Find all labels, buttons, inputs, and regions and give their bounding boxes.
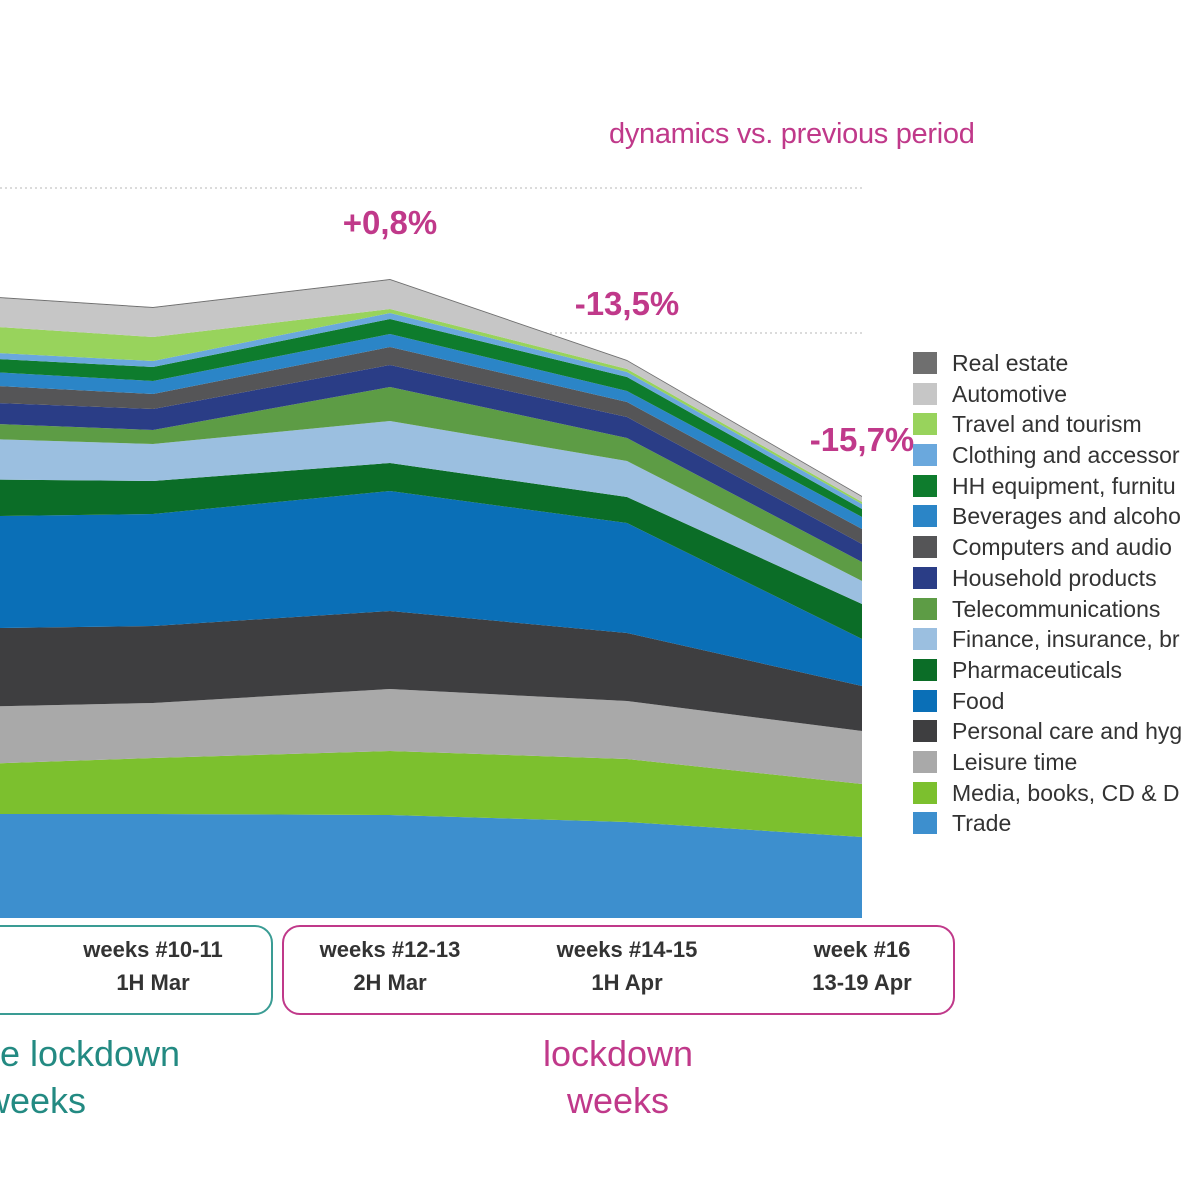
x-tick-label: weeks #12-13 2H Mar: [320, 933, 461, 999]
legend-swatch: [913, 781, 937, 804]
legend-label: Beverages and alcoho: [952, 503, 1181, 530]
legend-swatch: [913, 536, 937, 559]
legend-label: Telecommunications: [952, 595, 1161, 622]
legend-label: Automotive: [952, 380, 1068, 407]
legend-swatch: [913, 689, 937, 712]
x-tick-line1: weeks #10-11: [83, 937, 223, 962]
area-hh-equipment-furnitu: [0, 319, 862, 517]
legend-swatch: [913, 382, 937, 405]
lockdown-label: lockdown weeks: [543, 1030, 693, 1124]
x-tick-line2: 2H Mar: [353, 970, 427, 995]
legend-swatch: [913, 812, 937, 835]
legend-swatch: [913, 720, 937, 743]
legend-swatch: [913, 628, 937, 651]
area-finance-insurance-br: [0, 421, 862, 604]
legend-swatch: [913, 566, 937, 589]
legend-label: Household products: [952, 564, 1157, 591]
legend-label: Real estate: [952, 350, 1069, 376]
legend-swatch: [913, 352, 937, 374]
legend-swatch: [913, 750, 937, 773]
x-tick-label: weeks #10-11 1H Mar: [83, 933, 222, 999]
legend-label: Trade: [952, 810, 1012, 837]
legend-label: Computers and audio: [952, 534, 1172, 561]
area-leisure-time: [0, 689, 862, 784]
area-media-books-cd-d: [0, 751, 862, 837]
legend-swatch: [913, 597, 937, 620]
area-beverages-and-alcoho: [0, 334, 862, 529]
period-label-line2: weeks: [0, 1080, 87, 1121]
area-clothing-and-accessor: [0, 313, 862, 509]
area-telecommunications: [0, 387, 862, 581]
area-trade: [0, 814, 862, 918]
area-personal-care-and-hyg: [0, 611, 862, 731]
legend-swatch: [913, 474, 937, 497]
legend-label: Media, books, CD & D: [952, 779, 1180, 806]
dynamics-label-2: -13,5%: [574, 285, 680, 322]
legend-label: Leisure time: [952, 748, 1078, 775]
x-tick-line1: weeks #14-15: [556, 937, 698, 962]
x-tick-line1: week #16: [813, 937, 911, 962]
legend-swatch: [913, 505, 937, 528]
legend-swatch: [913, 658, 937, 681]
legend-label: Food: [952, 687, 1005, 714]
x-tick-line2: 1H Apr: [591, 970, 663, 995]
chart-subtitle: dynamics vs. previous period: [609, 118, 975, 150]
area-travel-and-tourism: [0, 309, 862, 504]
area-pharmaceuticals: [0, 463, 862, 639]
period-label-line2: weeks: [566, 1080, 670, 1121]
area-food: [0, 491, 862, 686]
area-computers-and-audio: [0, 347, 862, 544]
dynamics-label-3: -15,7%: [809, 421, 915, 458]
x-tick-label: weeks #14-15 1H Apr: [557, 933, 698, 999]
area-household-products: [0, 365, 862, 562]
dynamics-label-1: +0,8%: [342, 204, 438, 241]
legend-swatch: [913, 413, 937, 436]
legend-label: Clothing and accessor: [952, 442, 1180, 469]
legend-label: Pharmaceuticals: [952, 656, 1123, 683]
x-tick-line2: 13-19 Apr: [812, 970, 912, 995]
x-tick-line2: 1H Mar: [116, 970, 190, 995]
legend-label: Travel and tourism: [952, 411, 1142, 438]
period-label-line1: lockdown: [542, 1033, 694, 1074]
x-tick-line1: weeks #12-13: [319, 937, 461, 962]
period-label-line1: e lockdown: [0, 1033, 181, 1074]
legend-swatch: [913, 444, 937, 467]
pre-lockdown-box: [0, 925, 273, 1015]
legend-label: HH equipment, furnitu: [952, 472, 1176, 499]
lockdown-box: [282, 925, 955, 1015]
x-tick-label: week #16 13-19 Apr: [812, 933, 911, 999]
pre-lockdown-label: e lockdown weeks: [0, 1030, 180, 1124]
legend-label: Personal care and hyg: [952, 718, 1183, 745]
legend-label: Finance, insurance, br: [952, 626, 1180, 653]
